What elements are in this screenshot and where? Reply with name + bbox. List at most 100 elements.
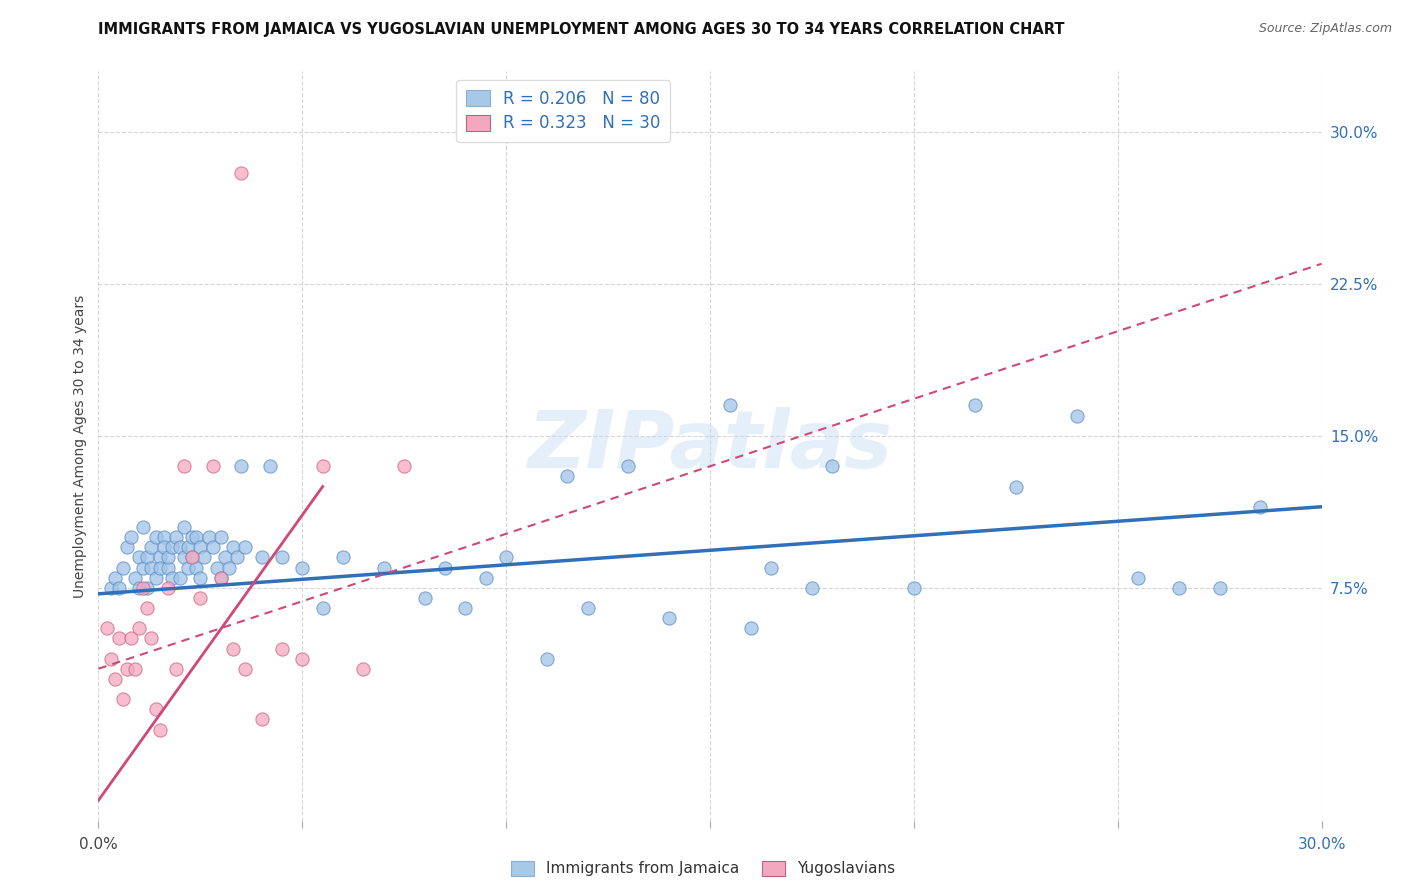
Point — [160, 541, 183, 555]
Point — [312, 459, 335, 474]
Point — [352, 662, 374, 676]
Point — [903, 581, 925, 595]
Point — [495, 550, 517, 565]
Point — [201, 459, 224, 474]
Point — [373, 560, 395, 574]
Point — [250, 712, 273, 726]
Point — [965, 399, 987, 413]
Point — [209, 571, 232, 585]
Point — [173, 459, 195, 474]
Point — [149, 550, 172, 565]
Point — [617, 459, 640, 474]
Point — [124, 662, 146, 676]
Point — [1066, 409, 1088, 423]
Point — [120, 632, 142, 646]
Point — [156, 550, 179, 565]
Text: ZIPatlas: ZIPatlas — [527, 407, 893, 485]
Point — [555, 469, 579, 483]
Point — [222, 541, 245, 555]
Point — [145, 530, 167, 544]
Point — [128, 550, 150, 565]
Point — [132, 581, 155, 595]
Point — [209, 571, 232, 585]
Point — [186, 530, 208, 544]
Point — [120, 530, 142, 544]
Point — [136, 601, 159, 615]
Point — [259, 459, 281, 474]
Point — [332, 550, 354, 565]
Point — [181, 530, 204, 544]
Point — [173, 550, 195, 565]
Text: IMMIGRANTS FROM JAMAICA VS YUGOSLAVIAN UNEMPLOYMENT AMONG AGES 30 TO 34 YEARS CO: IMMIGRANTS FROM JAMAICA VS YUGOSLAVIAN U… — [98, 22, 1064, 37]
Point — [115, 541, 138, 555]
Point — [718, 399, 742, 413]
Point — [104, 571, 127, 585]
Point — [433, 560, 456, 574]
Point — [1004, 479, 1026, 493]
Point — [152, 541, 174, 555]
Point — [145, 571, 167, 585]
Point — [141, 632, 163, 646]
Point — [201, 541, 224, 555]
Point — [536, 651, 558, 665]
Point — [233, 541, 256, 555]
Point — [1249, 500, 1271, 514]
Point — [576, 601, 599, 615]
Point — [291, 560, 314, 574]
Point — [226, 550, 249, 565]
Point — [145, 702, 167, 716]
Point — [136, 550, 159, 565]
Point — [152, 530, 174, 544]
Point — [160, 571, 183, 585]
Y-axis label: Unemployment Among Ages 30 to 34 years: Unemployment Among Ages 30 to 34 years — [73, 294, 87, 598]
Point — [214, 550, 236, 565]
Point — [165, 662, 187, 676]
Point — [115, 662, 138, 676]
Point — [177, 541, 200, 555]
Point — [136, 581, 159, 595]
Point — [188, 571, 212, 585]
Point — [141, 560, 163, 574]
Point — [392, 459, 416, 474]
Point — [111, 692, 134, 706]
Point — [149, 560, 172, 574]
Point — [222, 641, 245, 656]
Point — [197, 530, 219, 544]
Point — [188, 541, 212, 555]
Point — [193, 550, 215, 565]
Point — [177, 560, 200, 574]
Point — [454, 601, 477, 615]
Text: Source: ZipAtlas.com: Source: ZipAtlas.com — [1258, 22, 1392, 36]
Point — [186, 560, 208, 574]
Point — [1208, 581, 1232, 595]
Point — [270, 641, 294, 656]
Point — [1128, 571, 1150, 585]
Point — [474, 571, 498, 585]
Point — [658, 611, 681, 625]
Point — [104, 672, 127, 686]
Point — [413, 591, 436, 605]
Point — [291, 651, 314, 665]
Point — [108, 632, 131, 646]
Point — [173, 520, 195, 534]
Point — [181, 550, 204, 565]
Point — [209, 530, 232, 544]
Point — [801, 581, 824, 595]
Point — [250, 550, 273, 565]
Point — [111, 560, 134, 574]
Point — [181, 550, 204, 565]
Point — [218, 560, 240, 574]
Point — [128, 621, 150, 635]
Point — [156, 581, 179, 595]
Point — [100, 651, 122, 665]
Point — [141, 541, 163, 555]
Text: 0.0%: 0.0% — [79, 837, 118, 852]
Point — [132, 560, 155, 574]
Point — [156, 560, 179, 574]
Point — [169, 541, 191, 555]
Point — [108, 581, 131, 595]
Point — [100, 581, 122, 595]
Text: 30.0%: 30.0% — [1298, 837, 1346, 852]
Point — [128, 581, 150, 595]
Point — [821, 459, 844, 474]
